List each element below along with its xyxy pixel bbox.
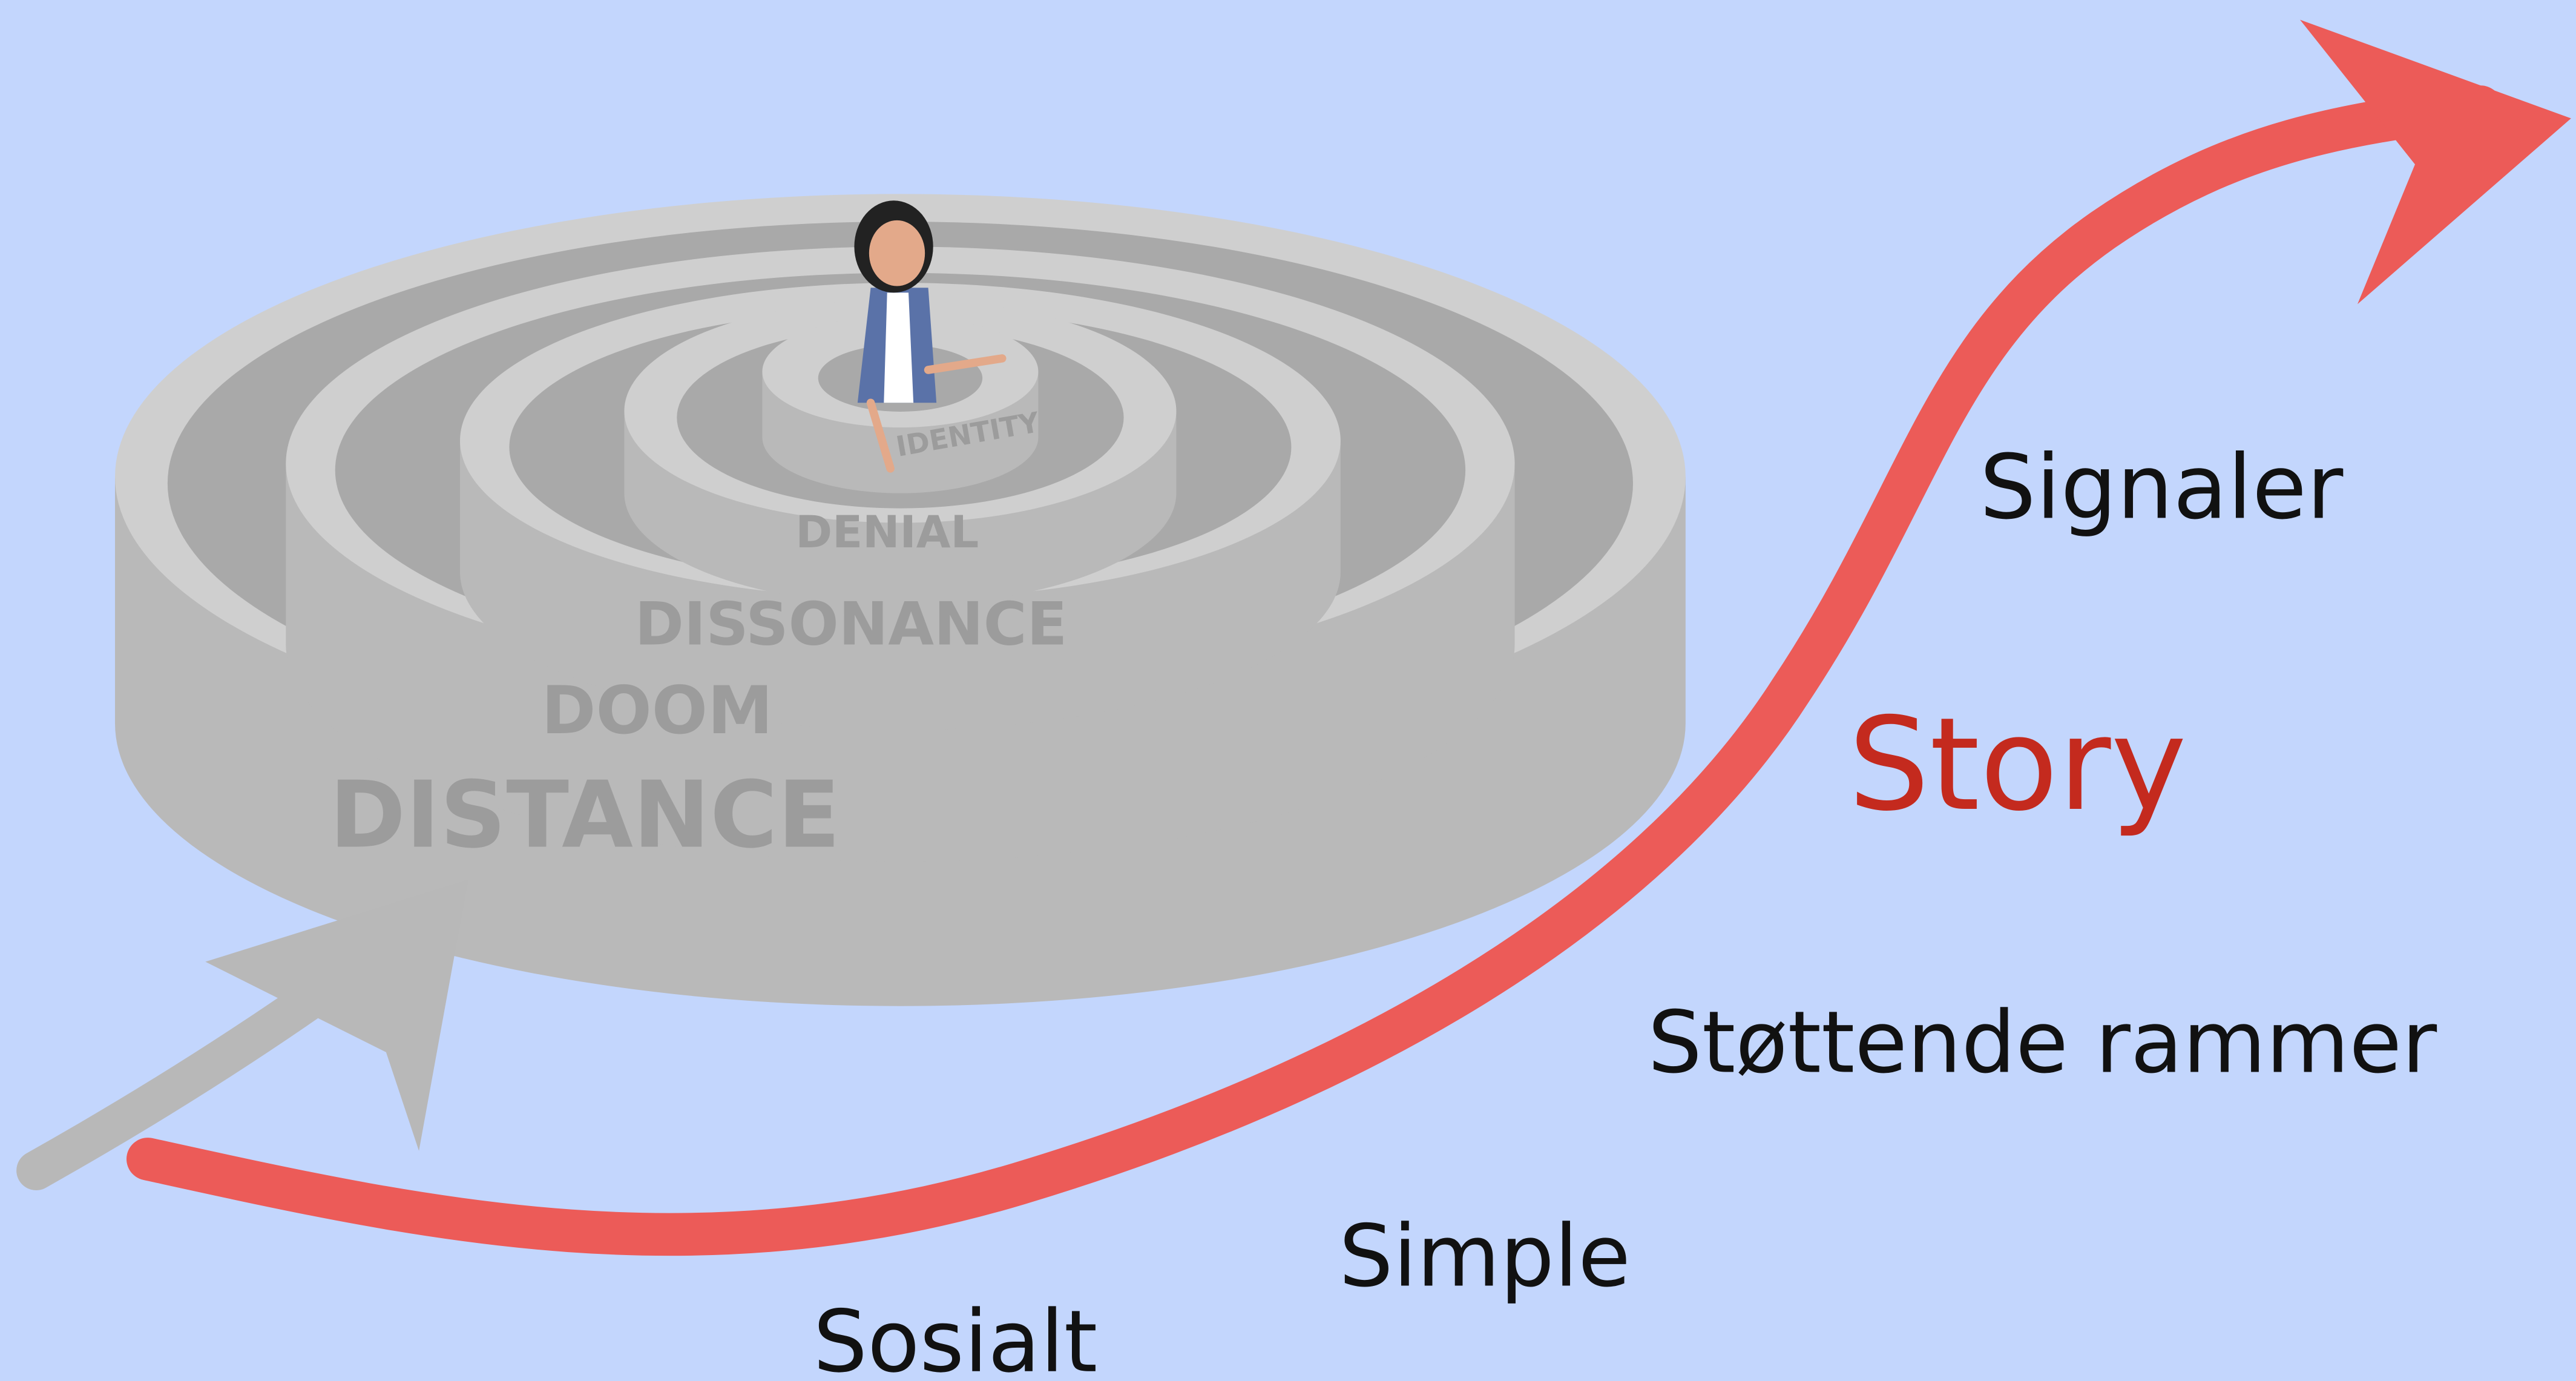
- step-label-highlight: Story: [1848, 690, 2187, 839]
- step-label: Støttende rammer: [1648, 993, 2437, 1092]
- maze-label: DENIAL: [795, 507, 979, 558]
- person-shirt: [884, 292, 913, 403]
- step-label: Simple: [1339, 1207, 1631, 1306]
- maze-label: DISSONANCE: [635, 590, 1067, 659]
- maze-label: DISTANCE: [329, 761, 840, 868]
- page: IDENTITYDENIALDISSONANCEDOOMDISTANCE Sig…: [0, 0, 2576, 1381]
- step-label: Sosialt: [813, 1293, 1098, 1381]
- slide: IDENTITYDENIALDISSONANCEDOOMDISTANCE Sig…: [0, 0, 2576, 1381]
- step-label: Signaler: [1980, 435, 2344, 539]
- person-face: [869, 220, 925, 286]
- maze-label: DOOM: [541, 672, 773, 749]
